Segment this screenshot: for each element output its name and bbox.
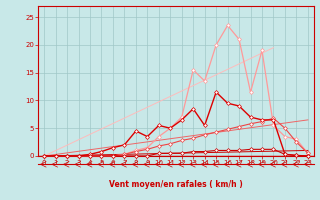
X-axis label: Vent moyen/en rafales ( km/h ): Vent moyen/en rafales ( km/h )	[109, 180, 243, 189]
